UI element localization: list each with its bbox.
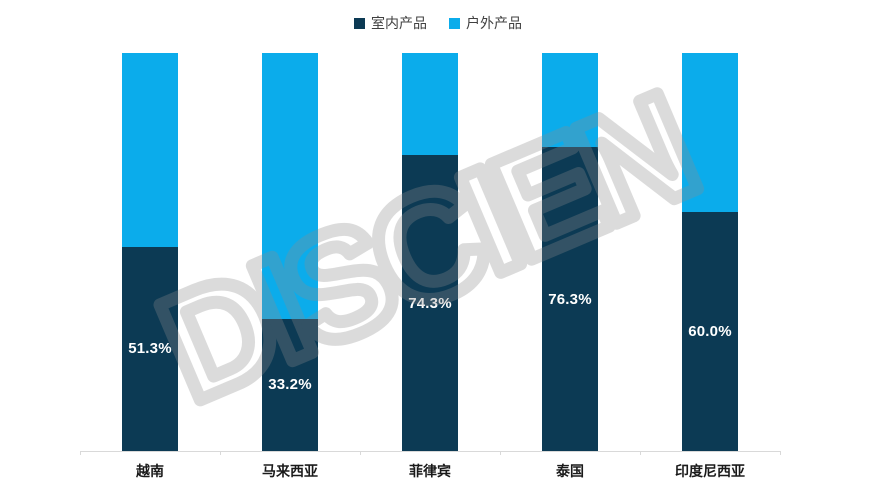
legend-swatch-icon [449, 17, 460, 29]
category-label: 越南 [136, 463, 164, 479]
legend-label: 室内产品 [371, 15, 427, 31]
bar-segment-indoor: 33.2% [262, 318, 318, 451]
x-axis-line [80, 451, 781, 452]
bar-value-label: 60.0% [688, 323, 732, 341]
x-axis-tick [780, 451, 781, 455]
category-label: 印度尼西亚 [675, 463, 745, 479]
bar-group: 60.0% [682, 53, 738, 451]
bar-segment-outdoor [402, 53, 458, 156]
legend-swatch-icon [354, 17, 365, 29]
legend: 室内产品 户外产品 [0, 16, 876, 30]
legend-item: 室内产品 [354, 16, 427, 30]
bar-segment-indoor: 51.3% [122, 246, 178, 451]
bar-value-label: 33.2% [268, 376, 312, 394]
category-label: 菲律宾 [409, 463, 451, 479]
category-label: 泰国 [556, 463, 584, 479]
bar-value-label: 51.3% [128, 340, 172, 358]
bar-segment-outdoor [122, 53, 178, 247]
bar-segment-outdoor [682, 53, 738, 213]
bar-value-label: 76.3% [548, 290, 592, 308]
bar-group: 51.3% [122, 53, 178, 451]
bar-group: 74.3% [402, 53, 458, 451]
bar-segment-indoor: 60.0% [682, 212, 738, 451]
bar-segment-outdoor [262, 53, 318, 319]
x-axis-tick [220, 451, 221, 455]
bar-value-label: 74.3% [408, 294, 452, 312]
x-axis-tick [80, 451, 81, 455]
legend-item: 户外产品 [449, 16, 522, 30]
x-axis-tick [360, 451, 361, 455]
bar-segment-indoor: 76.3% [542, 147, 598, 451]
bar-group: 33.2% [262, 53, 318, 451]
category-label: 马来西亚 [262, 463, 318, 479]
bar-segment-outdoor [542, 53, 598, 148]
x-axis-tick [640, 451, 641, 455]
x-axis-tick [500, 451, 501, 455]
legend-label: 户外产品 [466, 15, 522, 31]
bar-segment-indoor: 74.3% [402, 155, 458, 451]
bar-group: 76.3% [542, 53, 598, 451]
